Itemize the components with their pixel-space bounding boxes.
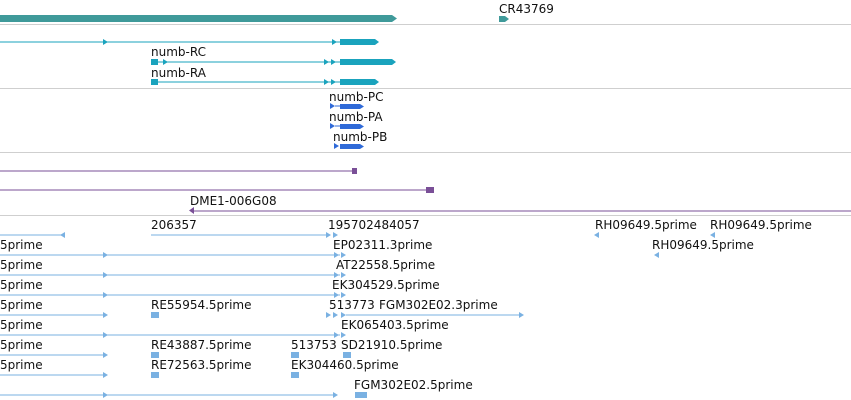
est-label[interactable]: AT22558.5prime bbox=[336, 258, 436, 272]
protein-numb-pb[interactable] bbox=[334, 143, 364, 149]
est-label[interactable]: FGM302E02.3prime bbox=[379, 298, 498, 312]
insertion-dme1-006g08[interactable] bbox=[189, 207, 851, 214]
feature-label-numb-pb[interactable]: numb-PB bbox=[333, 130, 388, 144]
feature-label-numb-rc[interactable]: numb-RC bbox=[151, 45, 206, 59]
est-label[interactable]: SD21910.5prime bbox=[341, 338, 443, 352]
est-label[interactable]: 5prime bbox=[0, 358, 43, 372]
transcript-numb-rc[interactable] bbox=[151, 59, 396, 65]
feature-label-numb-ra[interactable]: numb-RA bbox=[151, 66, 206, 80]
protein-numb-pa[interactable] bbox=[330, 123, 364, 129]
ncrna-feature-cr43769[interactable] bbox=[499, 16, 509, 22]
est-label[interactable]: EK304460.5prime bbox=[291, 358, 399, 372]
est-label[interactable]: 5prime bbox=[0, 298, 43, 312]
transcript-numb-ra[interactable] bbox=[151, 79, 379, 85]
est-label[interactable]: EK065403.5prime bbox=[341, 318, 449, 332]
feature-label-numb-pc[interactable]: numb-PC bbox=[329, 90, 384, 104]
ncrna-feature[interactable] bbox=[0, 15, 397, 22]
est-label[interactable]: EK304529.5prime bbox=[332, 278, 440, 292]
est-label[interactable]: 5prime bbox=[0, 238, 43, 252]
transcript-gene-model[interactable] bbox=[0, 39, 379, 45]
feature-label-dme1-006g08[interactable]: DME1-006G08 bbox=[190, 194, 277, 208]
feature-label-numb-pa[interactable]: numb-PA bbox=[329, 110, 383, 124]
est-label[interactable]: 206357 bbox=[151, 218, 197, 232]
est-alignments[interactable] bbox=[0, 232, 715, 398]
feature-label-cr43769[interactable]: CR43769 bbox=[499, 2, 554, 16]
est-label[interactable]: 5prime bbox=[0, 258, 43, 272]
est-label[interactable]: RE55954.5prime bbox=[151, 298, 252, 312]
est-label[interactable]: EP02311.3prime bbox=[333, 238, 433, 252]
insertion-feature[interactable] bbox=[0, 187, 434, 193]
track-separator bbox=[0, 215, 851, 216]
est-label[interactable]: RE43887.5prime bbox=[151, 338, 252, 352]
track-separator bbox=[0, 88, 851, 89]
est-label[interactable]: 5prime bbox=[0, 318, 43, 332]
est-label[interactable]: 513753 bbox=[291, 338, 337, 352]
insertion-feature[interactable] bbox=[0, 168, 357, 174]
protein-numb-pc[interactable] bbox=[330, 103, 364, 109]
track-separator bbox=[0, 152, 851, 153]
est-label[interactable]: RE72563.5prime bbox=[151, 358, 252, 372]
est-label[interactable]: FGM302E02.5prime bbox=[354, 378, 473, 392]
est-label[interactable]: 513773 bbox=[329, 298, 375, 312]
est-label[interactable]: RH09649.5prime bbox=[595, 218, 697, 232]
est-label[interactable]: 195702484057 bbox=[328, 218, 420, 232]
est-label[interactable]: RH09649.5prime bbox=[652, 238, 754, 252]
est-label[interactable]: 5prime bbox=[0, 338, 43, 352]
est-label[interactable]: 5prime bbox=[0, 278, 43, 292]
track-separator bbox=[0, 24, 851, 25]
est-label[interactable]: RH09649.5prime bbox=[710, 218, 812, 232]
